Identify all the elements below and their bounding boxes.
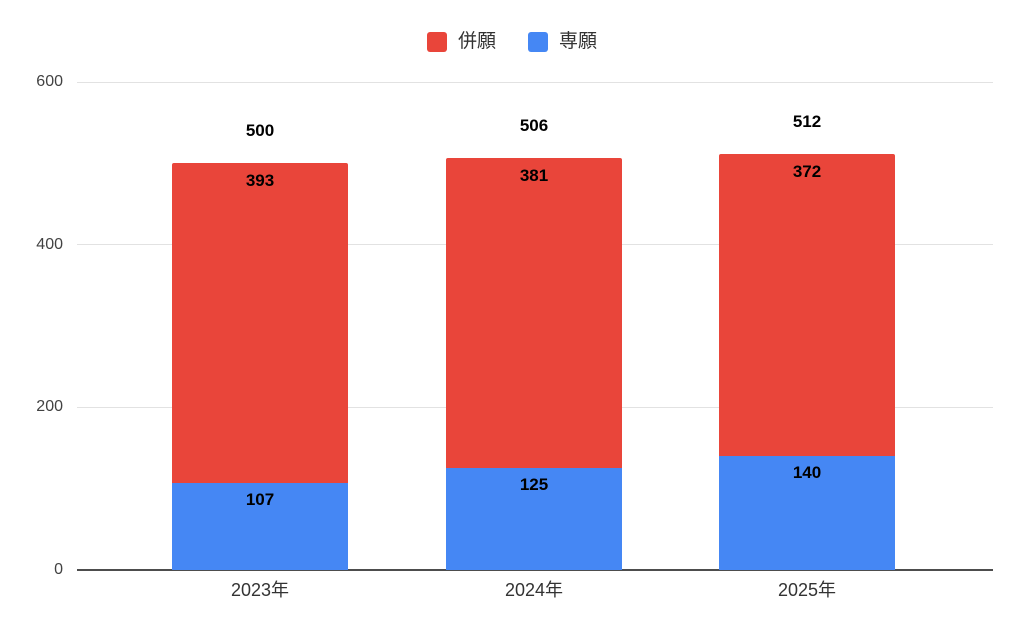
- bar-segment-heigan-2023年: [172, 163, 348, 483]
- heigan-value-label: 393: [245, 171, 275, 191]
- sengan-value-label: 107: [245, 489, 275, 509]
- y-axis-tick-400: 400: [36, 235, 63, 253]
- x-axis-label-2025年: 2025年: [777, 580, 837, 600]
- heigan-value-label: 372: [792, 161, 822, 181]
- bar-segment-heigan-2024年: [446, 158, 622, 469]
- chart-legend: 併願 専願: [0, 29, 1024, 55]
- sengan-value-label: 125: [519, 475, 549, 495]
- total-value-label: 500: [245, 121, 275, 141]
- legend-label: 専願: [559, 31, 598, 52]
- heigan-value-label: 381: [519, 166, 549, 186]
- total-value-label: 506: [519, 116, 549, 136]
- bar-segment-sengan-2023年: [172, 482, 348, 570]
- legend-item-併願: 併願: [426, 29, 496, 55]
- legend-swatch-icon: [528, 32, 548, 52]
- bar-segment-heigan-2025年: [719, 153, 895, 457]
- x-axis-label-2024年: 2024年: [504, 580, 564, 600]
- x-axis-line: [77, 569, 993, 571]
- total-value-label: 512: [792, 111, 822, 131]
- legend-label: 併願: [457, 31, 496, 52]
- x-axis-label-2023年: 2023年: [230, 580, 290, 600]
- y-axis-tick-200: 200: [36, 398, 63, 416]
- gridline-600: [77, 81, 993, 83]
- bar-segment-sengan-2024年: [446, 468, 622, 570]
- y-axis-tick-600: 600: [36, 73, 63, 90]
- legend-item-専願: 専願: [528, 29, 597, 55]
- y-axis-tick-0: 0: [54, 561, 63, 578]
- legend-swatch-icon: [426, 32, 447, 52]
- bar-segment-sengan-2025年: [719, 456, 895, 570]
- sengan-value-label: 140: [792, 463, 822, 483]
